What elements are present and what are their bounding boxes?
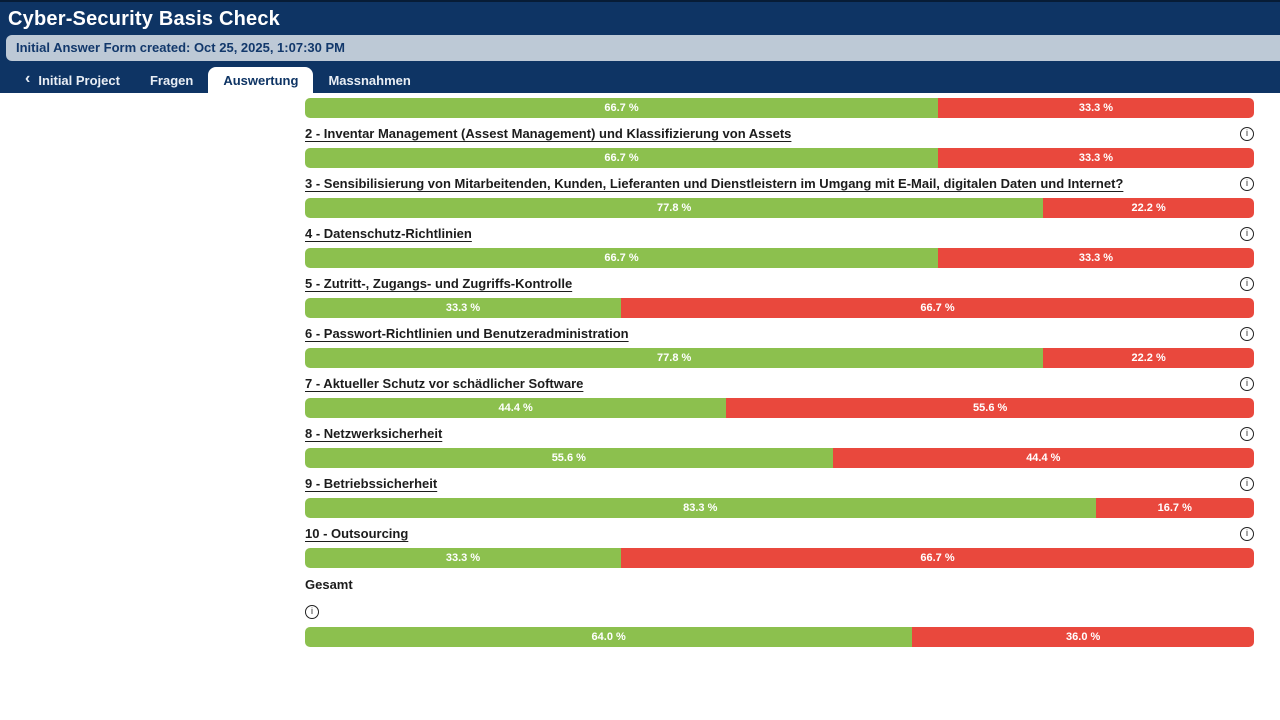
tab-label: Auswertung bbox=[223, 72, 299, 88]
chevron-left-icon: ‹ bbox=[25, 70, 31, 87]
category-link[interactable]: 5 - Zutritt-, Zugangs- und Zugriffs-Kont… bbox=[305, 276, 573, 291]
info-icon[interactable]: i bbox=[1240, 226, 1254, 241]
category-row: 2 - Inventar Management (Assest Manageme… bbox=[305, 118, 1254, 168]
tab-label: Fragen bbox=[149, 72, 194, 88]
info-icon[interactable]: i bbox=[1240, 426, 1254, 441]
info-icon[interactable]: i bbox=[1240, 376, 1254, 391]
category-link[interactable]: 4 - Datenschutz-Richtlinien bbox=[305, 226, 472, 241]
bar-red-segment: 44.4 % bbox=[832, 448, 1254, 468]
category-label-row: 8 - Netzwerksicherheit i bbox=[305, 418, 1254, 448]
back-tab-label: Initial Project bbox=[38, 72, 120, 88]
category-link[interactable]: 2 - Inventar Management (Assest Manageme… bbox=[305, 126, 792, 141]
bar-green-segment: 66.7 % bbox=[305, 248, 938, 268]
category-link[interactable]: 3 - Sensibilisierung von Mitarbeitenden,… bbox=[305, 176, 1124, 191]
bar-green-segment: 33.3 % bbox=[305, 298, 622, 318]
category-row: 8 - Netzwerksicherheit i 55.6 % 44.4 % bbox=[305, 418, 1254, 468]
total-label: Gesamt bbox=[305, 577, 353, 592]
category-label-row: 2 - Inventar Management (Assest Manageme… bbox=[305, 118, 1254, 148]
bar-green-segment: 83.3 % bbox=[305, 498, 1096, 518]
tab-bar: ‹ Initial Project Fragen Auswertung Mass… bbox=[0, 62, 1280, 93]
total-bar: 64.0 % 36.0 % bbox=[305, 627, 1254, 647]
bar-red-segment: 33.3 % bbox=[937, 248, 1254, 268]
bar-green-segment: 66.7 % bbox=[305, 98, 938, 118]
category-link[interactable]: 10 - Outsourcing bbox=[305, 526, 409, 541]
bar-red-segment: 33.3 % bbox=[937, 98, 1254, 118]
info-icon[interactable]: i bbox=[1240, 526, 1254, 541]
category-bar: 66.7 % 33.3 % bbox=[305, 248, 1254, 268]
category-row: 4 - Datenschutz-Richtlinien i 66.7 % 33.… bbox=[305, 218, 1254, 268]
total-bar-red-segment: 36.0 % bbox=[912, 627, 1254, 647]
category-bar: 33.3 % 66.7 % bbox=[305, 298, 1254, 318]
page-title: Cyber-Security Basis Check bbox=[8, 8, 280, 30]
category-label-row: 4 - Datenschutz-Richtlinien i bbox=[305, 218, 1254, 248]
category-link[interactable]: 6 - Passwort-Richtlinien und Benutzeradm… bbox=[305, 326, 629, 341]
bar-red-segment: 16.7 % bbox=[1095, 498, 1254, 518]
bar-green-segment: 55.6 % bbox=[305, 448, 833, 468]
category-label-row: 5 - Zutritt-, Zugangs- und Zugriffs-Kont… bbox=[305, 268, 1254, 298]
info-icon[interactable]: i bbox=[1240, 276, 1254, 291]
info-icon[interactable]: i bbox=[1240, 126, 1254, 141]
tab-massnahmen[interactable]: Massnahmen bbox=[313, 67, 425, 93]
category-bar: 83.3 % 16.7 % bbox=[305, 498, 1254, 518]
category-row: 10 - Outsourcing i 33.3 % 66.7 % bbox=[305, 518, 1254, 568]
bar-red-segment: 66.7 % bbox=[621, 548, 1254, 568]
info-icon[interactable]: i bbox=[1240, 176, 1254, 191]
evaluation-content: i 66.7 % 33.3 % 2 - Inventar Management … bbox=[0, 93, 1280, 647]
category-bar: 77.8 % 22.2 % bbox=[305, 348, 1254, 368]
category-bar: 66.7 % 33.3 % bbox=[305, 98, 1254, 118]
category-label-row: 7 - Aktueller Schutz vor schädlicher Sof… bbox=[305, 368, 1254, 398]
category-link[interactable]: 7 - Aktueller Schutz vor schädlicher Sof… bbox=[305, 376, 584, 391]
tab-fragen[interactable]: Fragen bbox=[135, 67, 208, 93]
category-bar: 77.8 % 22.2 % bbox=[305, 198, 1254, 218]
creation-info-banner: Initial Answer Form created: Oct 25, 202… bbox=[6, 35, 1280, 61]
tab-label: Massnahmen bbox=[328, 72, 411, 88]
bar-red-segment: 55.6 % bbox=[726, 398, 1254, 418]
category-bar: 66.7 % 33.3 % bbox=[305, 148, 1254, 168]
bar-green-segment: 44.4 % bbox=[305, 398, 727, 418]
evaluation-rows: i 66.7 % 33.3 % 2 - Inventar Management … bbox=[305, 98, 1254, 568]
info-icon[interactable]: i bbox=[1240, 326, 1254, 341]
category-link[interactable]: 9 - Betriebssicherheit bbox=[305, 476, 438, 491]
back-tab-initial-project[interactable]: ‹ Initial Project bbox=[10, 67, 135, 93]
category-row: 3 - Sensibilisierung von Mitarbeitenden,… bbox=[305, 168, 1254, 218]
category-link[interactable]: 8 - Netzwerksicherheit bbox=[305, 426, 443, 441]
category-bar: 33.3 % 66.7 % bbox=[305, 548, 1254, 568]
category-label-row: 6 - Passwort-Richtlinien und Benutzeradm… bbox=[305, 318, 1254, 348]
info-icon[interactable]: i bbox=[1240, 476, 1254, 491]
bar-red-segment: 66.7 % bbox=[621, 298, 1254, 318]
bar-green-segment: 77.8 % bbox=[305, 348, 1044, 368]
top-bar: Cyber-Security Basis Check Initial Answe… bbox=[0, 0, 1280, 93]
category-row: 9 - Betriebssicherheit i 83.3 % 16.7 % bbox=[305, 468, 1254, 518]
bar-green-segment: 77.8 % bbox=[305, 198, 1044, 218]
bar-red-segment: 33.3 % bbox=[937, 148, 1254, 168]
category-row: 6 - Passwort-Richtlinien und Benutzeradm… bbox=[305, 318, 1254, 368]
total-bar-green-segment: 64.0 % bbox=[305, 627, 913, 647]
category-row: i 66.7 % 33.3 % bbox=[305, 98, 1254, 118]
bar-red-segment: 22.2 % bbox=[1043, 348, 1254, 368]
total-section: Gesamt i 64.0 % 36.0 % bbox=[305, 568, 1254, 647]
total-info-row: i bbox=[305, 601, 1254, 619]
bar-green-segment: 66.7 % bbox=[305, 148, 938, 168]
info-icon[interactable]: i bbox=[305, 604, 319, 619]
category-row: 7 - Aktueller Schutz vor schädlicher Sof… bbox=[305, 368, 1254, 418]
category-label-row: 10 - Outsourcing i bbox=[305, 518, 1254, 548]
category-row: 5 - Zutritt-, Zugangs- und Zugriffs-Kont… bbox=[305, 268, 1254, 318]
bar-green-segment: 33.3 % bbox=[305, 548, 622, 568]
category-label-row: 3 - Sensibilisierung von Mitarbeitenden,… bbox=[305, 168, 1254, 198]
category-label-row: 9 - Betriebssicherheit i bbox=[305, 468, 1254, 498]
category-bar: 55.6 % 44.4 % bbox=[305, 448, 1254, 468]
bar-red-segment: 22.2 % bbox=[1043, 198, 1254, 218]
tab-auswertung[interactable]: Auswertung bbox=[208, 67, 314, 93]
category-bar: 44.4 % 55.6 % bbox=[305, 398, 1254, 418]
